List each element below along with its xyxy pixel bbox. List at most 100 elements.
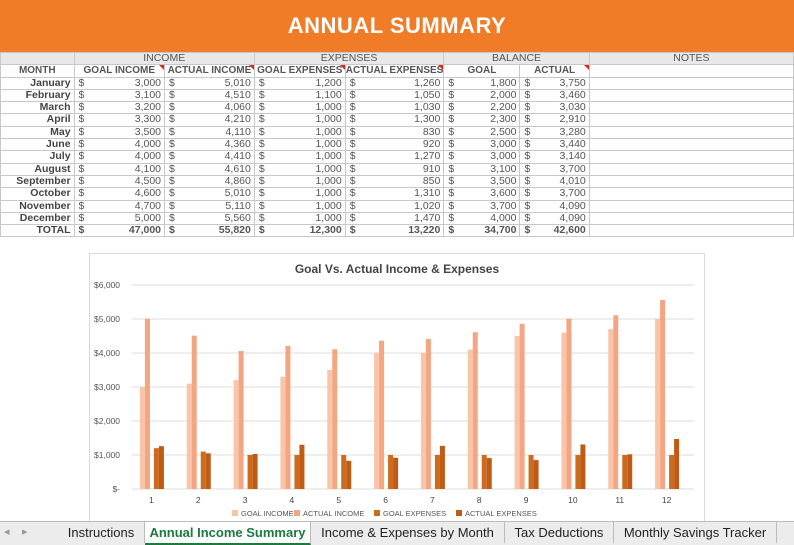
goal-balance-cell[interactable]: $3,000 <box>443 150 521 164</box>
notes-cell[interactable] <box>588 88 794 103</box>
actual-income-cell[interactable]: $4,510 <box>164 88 255 103</box>
goal-income-cell[interactable]: $4,000 <box>73 150 166 164</box>
tab-tax-deductions[interactable]: Tax Deductions <box>505 522 614 543</box>
actual-income-cell[interactable]: $5,110 <box>164 199 255 213</box>
goal-income-cell[interactable]: $4,500 <box>73 174 166 189</box>
notes-cell[interactable] <box>588 199 794 213</box>
actual-balance-cell[interactable]: $3,460 <box>519 88 590 103</box>
month-cell[interactable]: TOTAL <box>0 224 75 238</box>
actual-income-header[interactable]: ACTUAL INCOME <box>164 64 255 78</box>
goal-expenses-cell[interactable]: $1,000 <box>253 187 346 201</box>
tab-scroll-left-icon[interactable]: ◂ <box>4 526 10 538</box>
goal-balance-cell[interactable]: $2,000 <box>443 88 521 103</box>
goal-expenses-cell[interactable]: $12,300 <box>253 224 346 238</box>
goal-expenses-cell[interactable]: $1,100 <box>253 88 346 103</box>
goal-income-cell[interactable]: $3,100 <box>73 88 166 103</box>
month-cell[interactable]: October <box>0 187 75 201</box>
goal-balance-cell[interactable]: $2,300 <box>443 113 521 127</box>
goal-income-cell[interactable]: $3,500 <box>73 125 166 140</box>
actual-expenses-cell[interactable]: $850 <box>344 174 445 189</box>
month-cell[interactable]: August <box>0 162 75 176</box>
actual-expenses-cell[interactable]: $830 <box>344 125 445 140</box>
actual-income-cell[interactable]: $4,410 <box>164 150 255 164</box>
goal-expenses-cell[interactable]: $1,000 <box>253 211 346 226</box>
goal-income-cell[interactable]: $4,000 <box>73 138 166 152</box>
notes-cell[interactable] <box>588 224 794 238</box>
actual-income-cell[interactable]: $4,060 <box>164 101 255 115</box>
notes-cell[interactable] <box>588 187 794 201</box>
notes-cell[interactable] <box>588 162 794 176</box>
goal-expenses-cell[interactable]: $1,000 <box>253 138 346 152</box>
actual-income-cell[interactable]: $5,010 <box>164 76 255 90</box>
notes-cell[interactable] <box>588 150 794 164</box>
actual-balance-header[interactable]: ACTUAL <box>519 64 590 78</box>
notes-header-cell[interactable] <box>588 64 794 78</box>
goal-balance-cell[interactable]: $34,700 <box>443 224 521 238</box>
goal-expenses-cell[interactable]: $1,000 <box>253 162 346 176</box>
month-cell[interactable]: December <box>0 211 75 226</box>
tab-scroll-right-icon[interactable]: ▸ <box>22 526 28 538</box>
actual-balance-cell[interactable]: $3,140 <box>519 150 590 164</box>
actual-income-cell[interactable]: $4,610 <box>164 162 255 176</box>
goal-income-cell[interactable]: $4,100 <box>73 162 166 176</box>
month-cell[interactable]: January <box>0 76 75 90</box>
actual-income-cell[interactable]: $4,360 <box>164 138 255 152</box>
actual-balance-cell[interactable]: $3,280 <box>519 125 590 140</box>
tab-annual-income-summary[interactable]: Annual Income Summary <box>145 522 311 545</box>
goal-balance-cell[interactable]: $4,000 <box>443 211 521 226</box>
goal-income-cell[interactable]: $4,600 <box>73 187 166 201</box>
notes-cell[interactable] <box>588 211 794 226</box>
goal-expenses-cell[interactable]: $1,000 <box>253 174 346 189</box>
goal-income-header[interactable]: GOAL INCOME <box>73 64 166 78</box>
goal-balance-cell[interactable]: $2,200 <box>443 101 521 115</box>
actual-expenses-header[interactable]: ACTUAL EXPENSES <box>344 64 445 78</box>
goal-income-cell[interactable]: $3,300 <box>73 113 166 127</box>
actual-expenses-cell[interactable]: $910 <box>344 162 445 176</box>
month-cell[interactable]: July <box>0 150 75 164</box>
income-expenses-chart[interactable]: Goal Vs. Actual Income & Expenses $- $1,00… <box>89 253 705 527</box>
goal-income-cell[interactable]: $3,200 <box>73 101 166 115</box>
month-cell[interactable]: April <box>0 113 75 127</box>
goal-balance-cell[interactable]: $3,100 <box>443 162 521 176</box>
month-cell[interactable]: September <box>0 174 75 189</box>
actual-balance-cell[interactable]: $2,910 <box>519 113 590 127</box>
month-cell[interactable]: November <box>0 199 75 213</box>
actual-balance-cell[interactable]: $3,440 <box>519 138 590 152</box>
actual-expenses-cell[interactable]: $1,270 <box>344 150 445 164</box>
actual-expenses-cell[interactable]: $1,050 <box>344 88 445 103</box>
goal-balance-cell[interactable]: $3,000 <box>443 138 521 152</box>
tab-income-expenses-by-month[interactable]: Income & Expenses by Month <box>311 522 505 543</box>
goal-income-cell[interactable]: $5,000 <box>73 211 166 226</box>
actual-income-cell[interactable]: $55,820 <box>164 224 255 238</box>
actual-income-cell[interactable]: $4,210 <box>164 113 255 127</box>
month-cell[interactable]: May <box>0 125 75 140</box>
month-cell[interactable]: February <box>0 88 75 103</box>
actual-expenses-cell[interactable]: $1,470 <box>344 211 445 226</box>
notes-cell[interactable] <box>588 101 794 115</box>
goal-expenses-cell[interactable]: $1,000 <box>253 113 346 127</box>
goal-expenses-cell[interactable]: $1,200 <box>253 76 346 90</box>
goal-income-cell[interactable]: $4,700 <box>73 199 166 213</box>
goal-balance-cell[interactable]: $1,800 <box>443 76 521 90</box>
actual-income-cell[interactable]: $4,110 <box>164 125 255 140</box>
actual-income-cell[interactable]: $5,560 <box>164 211 255 226</box>
actual-balance-cell[interactable]: $3,700 <box>519 187 590 201</box>
actual-balance-cell[interactable]: $4,090 <box>519 211 590 226</box>
goal-expenses-cell[interactable]: $1,000 <box>253 199 346 213</box>
actual-expenses-cell[interactable]: $1,260 <box>344 76 445 90</box>
notes-cell[interactable] <box>588 113 794 127</box>
goal-expenses-cell[interactable]: $1,000 <box>253 101 346 115</box>
goal-balance-cell[interactable]: $2,500 <box>443 125 521 140</box>
notes-cell[interactable] <box>588 138 794 152</box>
notes-cell[interactable] <box>588 174 794 189</box>
tab-monthly-savings-tracker[interactable]: Monthly Savings Tracker <box>614 522 777 543</box>
actual-expenses-cell[interactable]: $1,020 <box>344 199 445 213</box>
actual-income-cell[interactable]: $5,010 <box>164 187 255 201</box>
actual-income-cell[interactable]: $4,860 <box>164 174 255 189</box>
goal-balance-cell[interactable]: $3,500 <box>443 174 521 189</box>
actual-expenses-cell[interactable]: $920 <box>344 138 445 152</box>
goal-income-cell[interactable]: $47,000 <box>73 224 166 238</box>
month-cell[interactable]: March <box>0 101 75 115</box>
actual-expenses-cell[interactable]: $13,220 <box>344 224 445 238</box>
notes-cell[interactable] <box>588 125 794 140</box>
